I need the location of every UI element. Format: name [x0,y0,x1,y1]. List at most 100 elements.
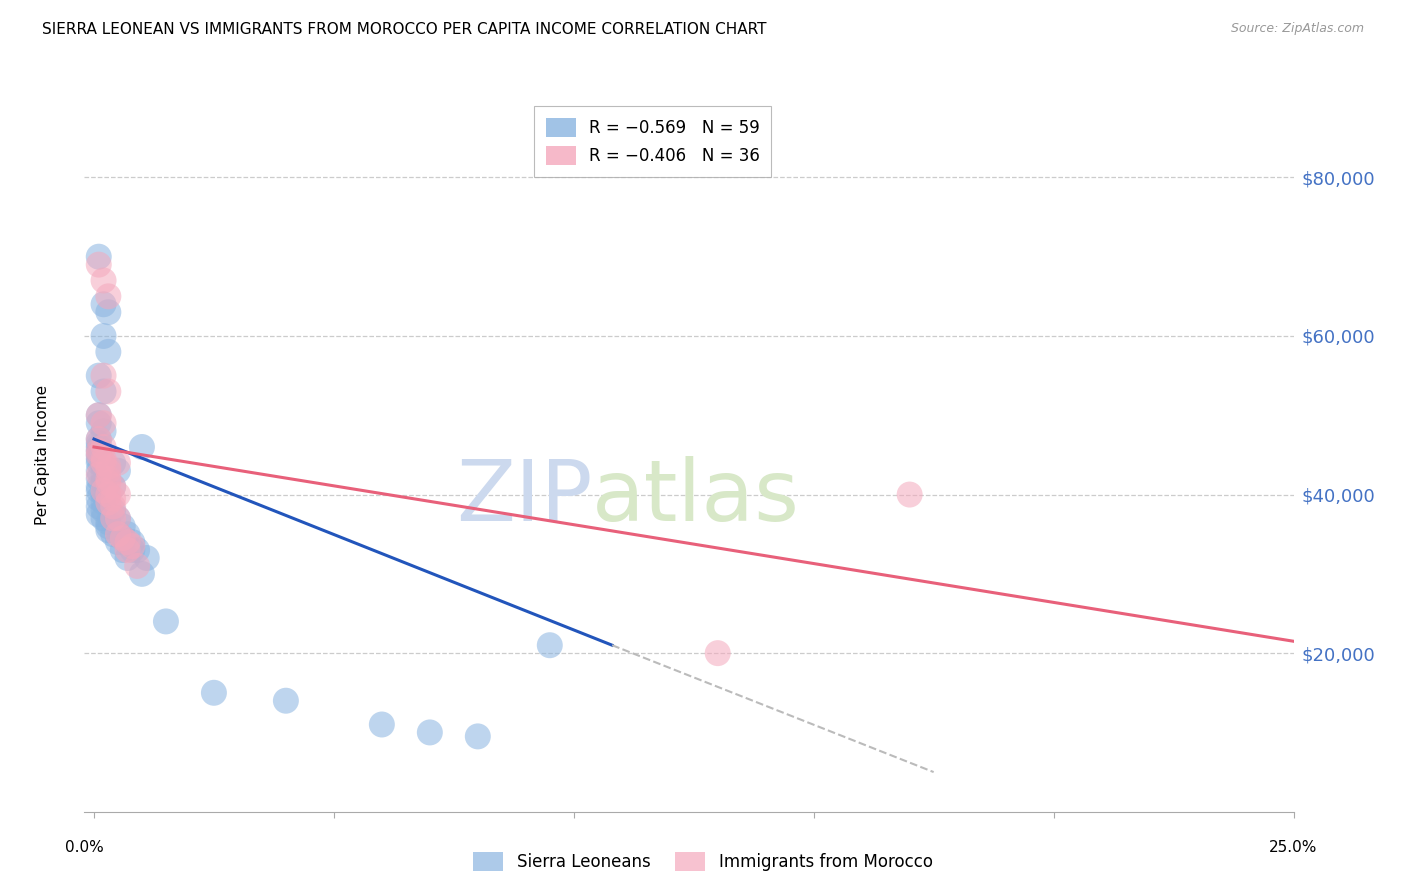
Point [87,480,110,494]
Point [87,491,110,506]
Point [97,289,120,303]
Point [97,519,120,533]
Point [87,500,110,514]
Point [93,483,115,498]
Point [87,472,110,486]
Point [87,467,110,482]
Point [121,539,143,553]
Point [93,503,115,517]
Point [87,444,110,458]
Point [87,416,110,430]
Point [117,527,139,541]
Point [97,472,120,486]
Point [97,464,120,478]
Point [117,543,139,558]
Text: 25.0%: 25.0% [1270,840,1317,855]
Point [97,523,120,537]
Point [202,686,225,700]
Point [87,444,110,458]
Point [93,273,115,287]
Point [87,464,110,478]
Point [93,495,115,509]
Text: ZIP: ZIP [456,456,592,540]
Point [419,725,441,739]
Point [87,451,110,466]
Point [135,551,157,566]
Point [121,543,143,558]
Point [93,511,115,525]
Point [101,500,124,514]
Point [131,440,153,454]
Point [93,297,115,311]
Point [87,368,110,383]
Point [93,416,115,430]
Point [93,329,115,343]
Point [117,535,139,549]
Point [87,432,110,446]
Point [107,456,129,470]
Point [87,456,110,470]
Point [107,535,129,549]
Text: atlas: atlas [592,456,800,540]
Point [127,558,149,573]
Point [111,543,134,558]
Point [93,424,115,438]
Point [371,717,394,731]
Point [101,491,124,506]
Text: Per Capita Income: Per Capita Income [35,384,49,525]
Point [87,258,110,272]
Point [101,511,124,525]
Text: 0.0%: 0.0% [65,840,104,855]
Point [87,250,110,264]
Point [93,384,115,399]
Point [101,503,124,517]
Point [107,487,129,501]
Point [467,730,489,744]
Point [93,368,115,383]
Point [127,543,149,558]
Point [101,527,124,541]
Point [131,566,153,581]
Text: SIERRA LEONEAN VS IMMIGRANTS FROM MOROCCO PER CAPITA INCOME CORRELATION CHART: SIERRA LEONEAN VS IMMIGRANTS FROM MOROCC… [42,22,766,37]
Point [93,456,115,470]
Point [107,527,129,541]
Text: Source: ZipAtlas.com: Source: ZipAtlas.com [1230,22,1364,36]
Point [107,511,129,525]
Point [107,464,129,478]
Point [111,519,134,533]
Point [93,467,115,482]
Legend: R = −0.569   N = 59, R = −0.406   N = 36: R = −0.569 N = 59, R = −0.406 N = 36 [534,106,772,177]
Point [93,451,115,466]
Point [101,456,124,470]
Point [87,483,110,498]
Point [111,531,134,545]
Legend: Sierra Leoneans, Immigrants from Morocco: Sierra Leoneans, Immigrants from Morocco [465,843,941,880]
Point [538,638,561,652]
Point [274,694,297,708]
Point [97,344,120,359]
Point [706,646,728,660]
Point [97,495,120,509]
Point [101,480,124,494]
Point [117,551,139,566]
Point [93,459,115,474]
Point [87,436,110,450]
Point [155,615,177,629]
Point [121,535,143,549]
Point [898,487,921,501]
Point [87,448,110,462]
Point [87,440,110,454]
Point [87,409,110,423]
Point [97,475,120,490]
Point [93,475,115,490]
Point [111,531,134,545]
Point [87,432,110,446]
Point [101,480,124,494]
Point [93,440,115,454]
Point [107,511,129,525]
Point [87,409,110,423]
Point [97,487,120,501]
Point [97,305,120,319]
Point [97,384,120,399]
Point [87,448,110,462]
